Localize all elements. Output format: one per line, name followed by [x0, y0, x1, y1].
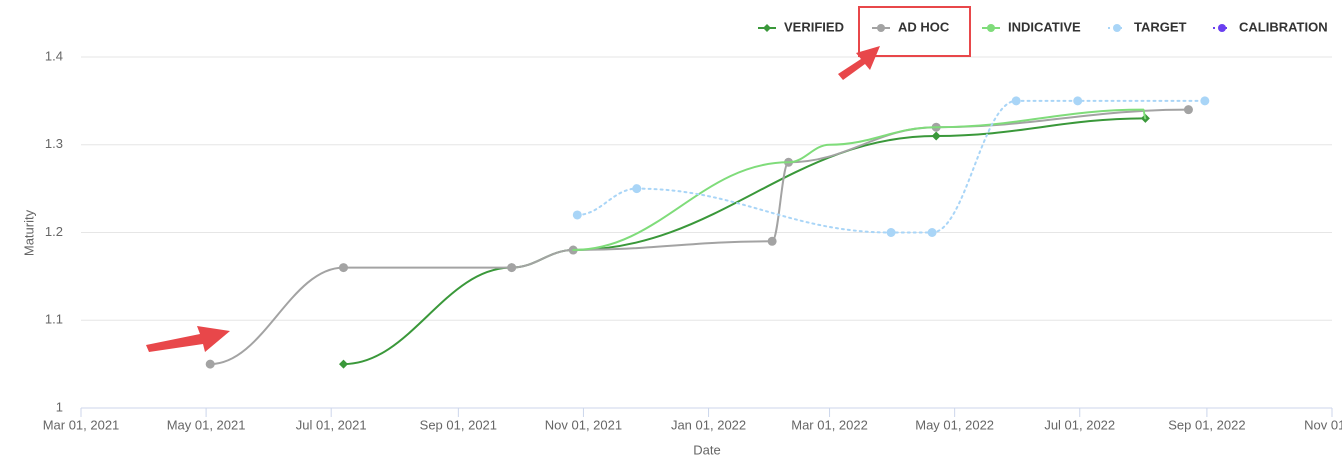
x-tick-label: Mar 01, 2022 — [791, 417, 868, 432]
marker — [987, 24, 995, 32]
legend: VERIFIED AD HOC INDICATIVE TARGET CALIBRATIO… — [758, 19, 1328, 34]
legend-label: CALIBRATION — [1239, 19, 1328, 34]
y-tick-label: 1.1 — [45, 312, 63, 327]
marker — [886, 228, 896, 237]
y-axis-title: Maturity — [21, 209, 36, 256]
marker — [572, 210, 582, 220]
x-tick-label: Sep 01, 2022 — [1168, 417, 1245, 432]
y-tick-label: 1.4 — [45, 48, 63, 63]
x-tick-label: Nov 01, 2021 — [545, 417, 622, 432]
y-tick-label: 1.2 — [45, 224, 63, 239]
x-tick-label: May 01, 2021 — [167, 417, 246, 432]
annotation-arrow — [146, 46, 880, 352]
marker — [763, 24, 771, 32]
x-tick-label: Jul 01, 2021 — [296, 417, 367, 432]
y-tick-label: 1 — [56, 399, 63, 414]
series-line — [572, 108, 1147, 252]
x-tick-label: Jan 01, 2022 — [671, 417, 746, 432]
x-tick-label: Jul 01, 2022 — [1044, 417, 1115, 432]
x-tick-label: Mar 01, 2021 — [43, 417, 120, 432]
series-line — [342, 117, 1147, 366]
marker — [1073, 96, 1083, 106]
marker — [339, 359, 349, 369]
highlight-box — [858, 6, 971, 57]
marker — [1011, 96, 1021, 106]
marker — [205, 359, 215, 369]
legend-label: VERIFIED — [784, 19, 844, 34]
y-tick-label: 1.3 — [45, 136, 63, 151]
grid: 1 1.1 1.2 1.3 1.4 Mar 01, 2021 May 01, 2021 Jul… — [43, 48, 1342, 432]
x-axis-title: Date — [693, 442, 720, 457]
marker — [927, 228, 937, 237]
legend-label: AD HOC — [898, 19, 950, 34]
marker — [877, 24, 885, 32]
marker — [632, 184, 642, 194]
x-tick-label: May 01, 2022 — [915, 417, 994, 432]
x-tick-label: Nov 01,... — [1304, 417, 1342, 432]
marker — [767, 236, 777, 246]
series — [205, 96, 1210, 369]
x-tick-label: Sep 01, 2021 — [420, 417, 497, 432]
marker — [507, 263, 517, 273]
legend-label: TARGET — [1134, 19, 1187, 34]
marker — [1218, 24, 1226, 32]
marker — [931, 131, 941, 141]
marker — [1113, 24, 1121, 32]
marker — [339, 263, 349, 273]
marker — [1183, 105, 1193, 115]
legend-label: INDICATIVE — [1008, 19, 1081, 34]
marker — [1200, 96, 1210, 106]
